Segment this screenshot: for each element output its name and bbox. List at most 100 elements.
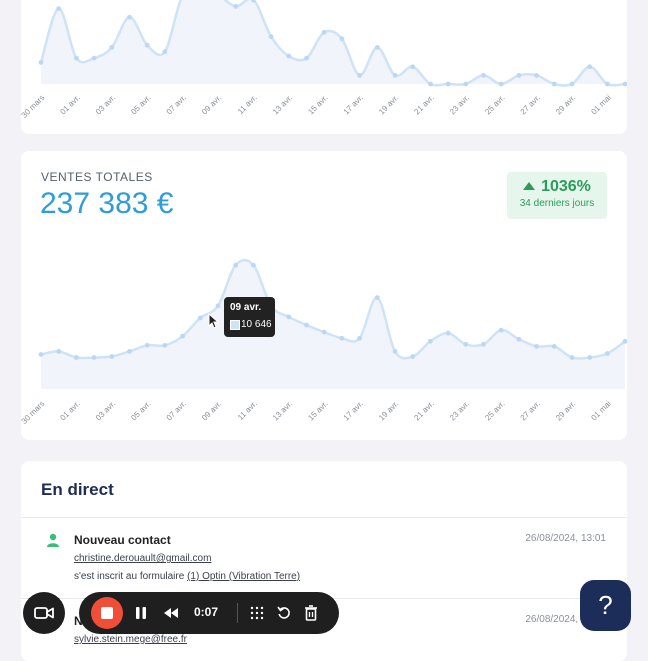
x-tick-label: 17 avr. xyxy=(342,93,365,116)
data-point[interactable] xyxy=(127,349,132,354)
arrow-up-icon xyxy=(523,182,536,190)
x-tick-label: 29 avr. xyxy=(554,93,577,116)
x-tick-label: 01 avr. xyxy=(58,399,81,422)
x-tick-label: 07 avr. xyxy=(165,93,188,116)
stop-button[interactable] xyxy=(91,597,123,629)
data-point[interactable] xyxy=(622,338,627,344)
data-point[interactable] xyxy=(321,329,327,335)
data-point[interactable] xyxy=(339,36,345,42)
data-point[interactable] xyxy=(534,343,539,349)
pause-button[interactable] xyxy=(131,603,151,623)
data-point[interactable] xyxy=(516,72,522,78)
x-tick-label: 01 mai xyxy=(589,93,613,117)
data-point[interactable] xyxy=(74,355,79,360)
x-tick-label: 21 avr. xyxy=(412,399,435,422)
data-point[interactable] xyxy=(605,81,610,87)
data-point[interactable] xyxy=(463,81,469,87)
restart-button[interactable] xyxy=(274,603,294,623)
data-point[interactable] xyxy=(498,81,504,87)
mouse-cursor-icon xyxy=(208,313,220,329)
x-tick-label: 15 avr. xyxy=(306,399,329,422)
camera-button[interactable] xyxy=(23,592,65,634)
feed-item-email[interactable]: sylvie.stein.mege@free.fr xyxy=(74,634,187,645)
data-point[interactable] xyxy=(498,327,504,333)
data-point[interactable] xyxy=(481,341,486,347)
sales-value: 237 383 € xyxy=(40,187,174,220)
data-point[interactable] xyxy=(534,72,539,78)
data-point[interactable] xyxy=(622,81,628,87)
data-point[interactable] xyxy=(109,44,115,50)
data-point[interactable] xyxy=(304,55,309,61)
data-point[interactable] xyxy=(374,295,380,301)
data-point[interactable] xyxy=(304,322,309,328)
camera-icon xyxy=(34,607,54,619)
data-point[interactable] xyxy=(569,355,575,360)
x-tick-label: 25 avr. xyxy=(483,399,506,422)
data-point[interactable] xyxy=(109,354,115,359)
rewind-button[interactable] xyxy=(160,603,182,623)
tooltip-value: 10 646 xyxy=(241,319,272,330)
data-point[interactable] xyxy=(516,336,522,342)
data-point[interactable] xyxy=(91,55,97,61)
sales-label: VENTES TOTALES xyxy=(41,170,153,184)
data-point[interactable] xyxy=(392,349,398,354)
data-point[interactable] xyxy=(410,64,416,70)
data-point[interactable] xyxy=(91,355,97,360)
data-point[interactable] xyxy=(551,343,557,349)
data-point[interactable] xyxy=(587,64,593,70)
chart-tooltip: 09 avr. 10 646 xyxy=(224,297,275,337)
data-point[interactable] xyxy=(144,42,150,48)
data-point[interactable] xyxy=(162,49,168,55)
data-point[interactable] xyxy=(233,262,239,268)
data-point[interactable] xyxy=(286,53,292,59)
data-point[interactable] xyxy=(445,330,451,336)
data-point[interactable] xyxy=(481,72,486,78)
data-point[interactable] xyxy=(74,55,79,61)
data-point[interactable] xyxy=(162,342,168,348)
form-link[interactable]: (1) Optin (Vibration Terre) xyxy=(187,571,301,582)
contacts-chart: 30 mars 01 avr. 03 avr. 05 avr. 07 avr. 09 av… xyxy=(20,0,628,120)
data-point[interactable] xyxy=(428,338,433,344)
data-point[interactable] xyxy=(215,303,221,309)
data-point[interactable] xyxy=(286,314,292,320)
data-point[interactable] xyxy=(144,342,150,348)
sales-chart: 30 mars 01 avr. 03 avr. 05 avr. 07 avr. 09 av… xyxy=(21,258,627,426)
trash-button[interactable] xyxy=(301,603,321,623)
data-point[interactable] xyxy=(605,351,610,356)
data-point[interactable] xyxy=(357,335,362,341)
feed-item-email[interactable]: christine.derouault@gmail.com xyxy=(74,553,212,564)
data-point[interactable] xyxy=(321,29,327,35)
x-tick-label: 05 avr. xyxy=(129,399,152,422)
data-point[interactable] xyxy=(551,81,557,87)
data-point[interactable] xyxy=(233,4,239,9)
x-tick-label: 03 avr. xyxy=(94,399,117,422)
data-point[interactable] xyxy=(251,0,256,3)
data-point[interactable] xyxy=(339,335,345,341)
x-tick-label: 05 avr. xyxy=(129,93,152,116)
data-point[interactable] xyxy=(180,333,186,339)
help-button[interactable]: ? xyxy=(580,580,631,631)
x-tick-label: 15 avr. xyxy=(306,93,329,116)
data-point[interactable] xyxy=(38,60,44,65)
data-point[interactable] xyxy=(127,14,132,20)
feed-item-time: 26/08/2024, 13:01 xyxy=(525,533,606,544)
tooltip-date: 09 avr. xyxy=(230,302,262,313)
data-point[interactable] xyxy=(357,72,362,78)
x-tick-label: 27 avr. xyxy=(519,93,542,116)
data-point[interactable] xyxy=(56,349,62,354)
data-point[interactable] xyxy=(38,352,44,357)
data-point[interactable] xyxy=(56,6,62,12)
data-point[interactable] xyxy=(374,44,380,50)
data-point[interactable] xyxy=(463,341,469,347)
data-point[interactable] xyxy=(410,354,416,359)
data-point[interactable] xyxy=(392,72,398,78)
data-point[interactable] xyxy=(587,355,593,360)
data-point[interactable] xyxy=(197,315,203,321)
stop-icon xyxy=(101,607,113,619)
data-point[interactable] xyxy=(569,81,575,87)
data-point[interactable] xyxy=(251,262,256,268)
data-point[interactable] xyxy=(428,81,433,87)
data-point[interactable] xyxy=(445,81,451,87)
data-point[interactable] xyxy=(268,34,274,40)
grid-button[interactable] xyxy=(247,603,267,623)
